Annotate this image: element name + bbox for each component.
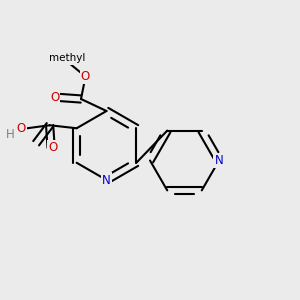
Text: O: O [81,70,90,83]
Text: O: O [48,141,57,154]
Text: methyl: methyl [49,53,86,64]
Text: H: H [6,128,15,141]
Text: O: O [16,122,26,135]
Text: N: N [102,173,111,187]
Text: O: O [50,91,59,104]
Text: N: N [214,154,224,167]
